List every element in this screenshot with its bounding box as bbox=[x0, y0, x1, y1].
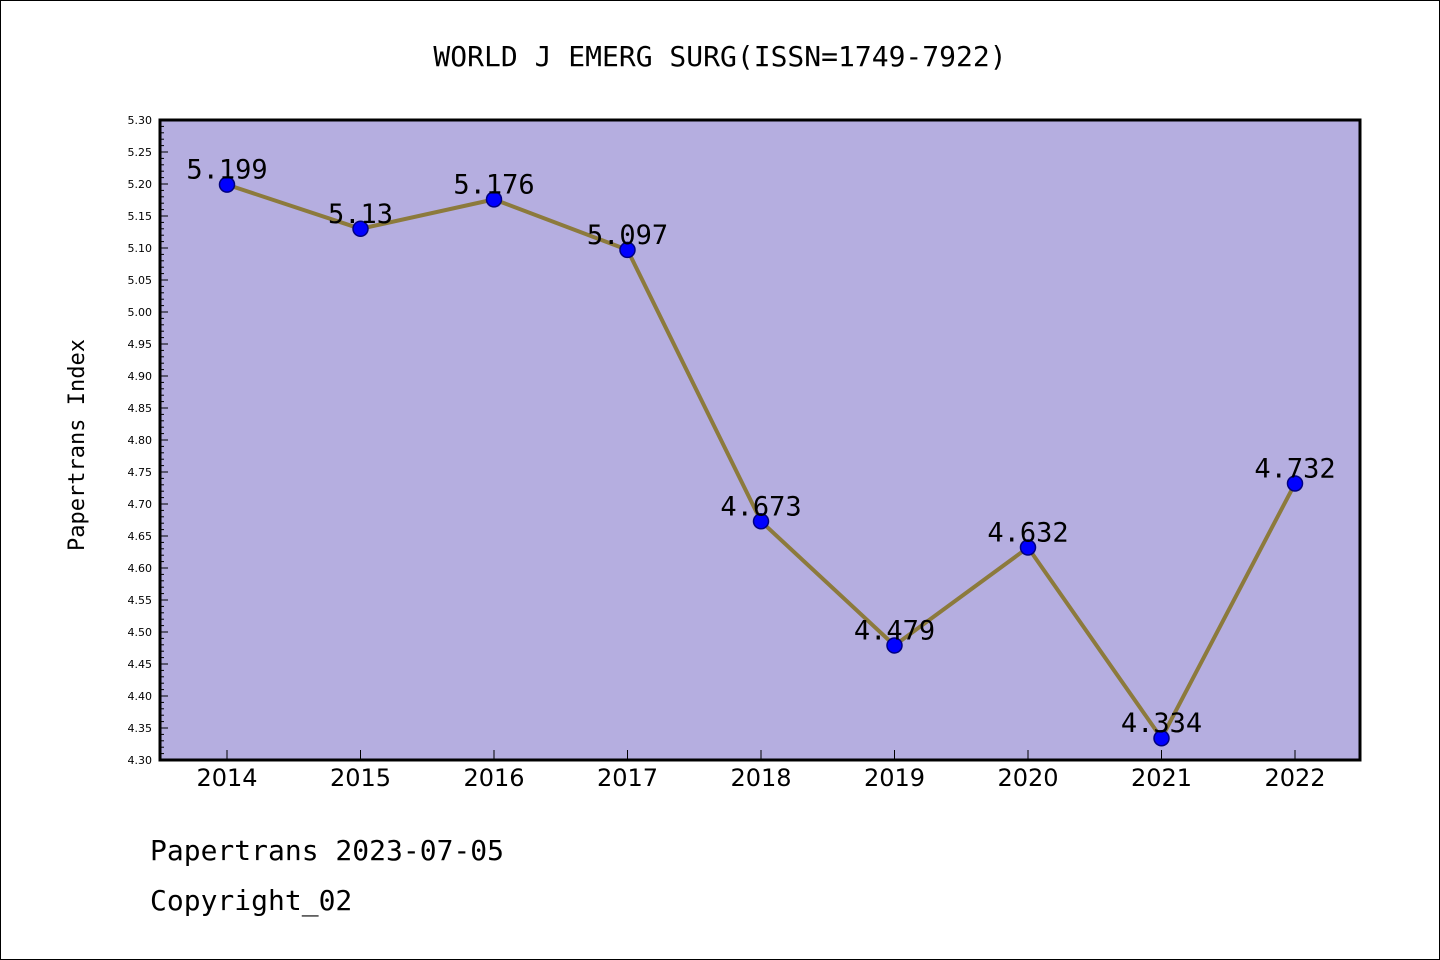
y-tick-label: 5.10 bbox=[128, 242, 153, 255]
y-axis-label: Papertrans Index bbox=[65, 339, 90, 551]
y-tick-label: 4.45 bbox=[128, 658, 153, 671]
y-tick-label: 4.90 bbox=[128, 370, 153, 383]
x-axis: 2014 2015 2016 2017 2018 2019 2020 2021 2022 bbox=[196, 750, 1326, 792]
y-tick-label: 5.30 bbox=[128, 114, 153, 127]
data-point bbox=[352, 220, 369, 238]
data-point bbox=[886, 637, 903, 654]
data-point bbox=[752, 513, 770, 530]
y-tick-label: 4.60 bbox=[128, 562, 153, 575]
chart-title: WORLD J EMERG SURG(ISSN=1749-7922) bbox=[433, 40, 1006, 73]
data-point bbox=[1286, 475, 1304, 492]
y-tick-label: 4.65 bbox=[128, 530, 153, 543]
x-tick-label: 2022 bbox=[1264, 764, 1325, 792]
y-tick-label: 4.50 bbox=[128, 626, 153, 639]
y-tick-label: 5.05 bbox=[128, 274, 153, 287]
footer-copyright: Copyright_02 bbox=[150, 884, 353, 917]
y-tick-label: 4.95 bbox=[128, 338, 153, 351]
data-label: 4.632 bbox=[987, 518, 1068, 549]
y-tick-label: 5.25 bbox=[128, 146, 153, 159]
data-label: 5.13 bbox=[328, 199, 393, 230]
data-point bbox=[619, 241, 636, 259]
data-point bbox=[1153, 729, 1170, 747]
data-label: 4.334 bbox=[1121, 708, 1202, 739]
y-tick-label: 5.00 bbox=[128, 306, 153, 319]
x-tick-label: 2017 bbox=[597, 764, 658, 792]
data-label: 5.097 bbox=[587, 220, 668, 251]
footer-date: Papertrans 2023-07-05 bbox=[150, 834, 505, 867]
data-point bbox=[1019, 539, 1037, 556]
y-tick-label: 5.20 bbox=[128, 178, 153, 191]
y-tick-label: 4.30 bbox=[128, 754, 153, 767]
x-tick-label: 2021 bbox=[1131, 764, 1192, 792]
y-tick-label: 4.70 bbox=[128, 498, 153, 511]
data-label: 4.479 bbox=[854, 615, 935, 646]
x-tick-label: 2018 bbox=[730, 764, 791, 792]
data-point bbox=[218, 176, 236, 193]
x-tick-label: 2015 bbox=[330, 764, 391, 792]
x-tick-label: 2020 bbox=[997, 764, 1058, 792]
y-tick-label: 4.55 bbox=[128, 594, 153, 607]
y-tick-label: 5.15 bbox=[128, 210, 153, 223]
y-tick-label: 4.35 bbox=[128, 722, 153, 735]
data-label: 4.673 bbox=[720, 491, 801, 522]
y-tick-label: 4.75 bbox=[128, 466, 153, 479]
y-axis: 4.30 4.35 4.40 4.45 4.50 4.55 4.60 4.65 4.70 4.75… bbox=[128, 114, 168, 767]
y-tick-label: 4.80 bbox=[128, 434, 153, 447]
data-point bbox=[485, 191, 503, 208]
x-tick-label: 2016 bbox=[463, 764, 524, 792]
data-label: 5.199 bbox=[186, 155, 267, 186]
data-label: 5.176 bbox=[453, 169, 534, 200]
series-papertrans-index: 5.199 5.13 5.176 5.097 4.673 4.479 4.632 4.334 4… bbox=[186, 155, 1336, 747]
x-tick-label: 2014 bbox=[196, 764, 257, 792]
y-tick-label: 4.85 bbox=[128, 402, 153, 415]
data-label: 4.732 bbox=[1254, 454, 1335, 485]
x-tick-label: 2019 bbox=[864, 764, 925, 792]
y-tick-label: 4.40 bbox=[128, 690, 153, 703]
